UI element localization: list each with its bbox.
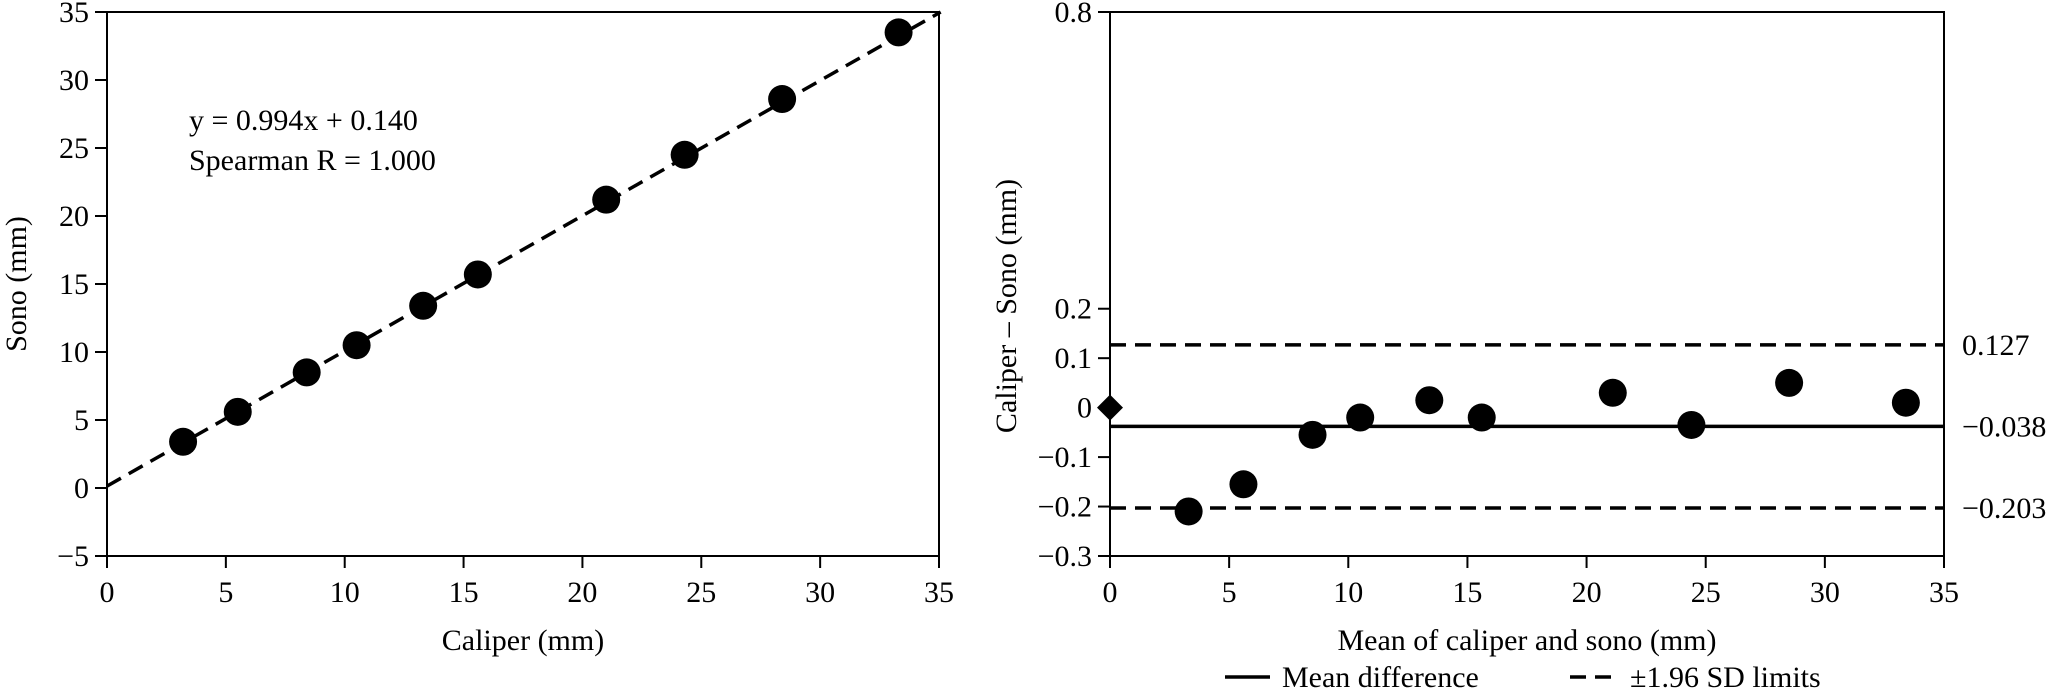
x-tick-label: 20: [1572, 576, 1602, 609]
data-point: [1346, 403, 1375, 432]
reference-lines: −0.038 0.127 −0.203: [1110, 329, 2046, 525]
x-tick-label: 25: [686, 576, 716, 609]
data-point: [409, 291, 438, 320]
right-y-ticks: −0.3 −0.2 −0.1 0 0.1 0.2 0.8: [1038, 0, 1110, 573]
y-tick-label: 30: [59, 64, 89, 97]
y-tick-label: 0.1: [1055, 342, 1093, 375]
x-tick-label: 5: [1222, 576, 1237, 609]
x-tick-label: 30: [1810, 576, 1840, 609]
data-point: [169, 427, 198, 456]
reference-line-label: −0.203: [1962, 492, 2046, 525]
y-tick-label: 0: [74, 472, 89, 505]
left-data-points: [169, 18, 913, 456]
x-tick-label: 35: [924, 576, 954, 609]
y-tick-label: −0.1: [1038, 441, 1092, 474]
x-tick-label: 35: [1929, 576, 1959, 609]
data-point: [884, 18, 913, 47]
x-tick-label: 20: [567, 576, 597, 609]
y-tick-label: 0.8: [1055, 0, 1093, 29]
data-point: [1229, 470, 1258, 499]
x-tick-label: 25: [1691, 576, 1721, 609]
data-point: [292, 358, 321, 387]
x-tick-label: 15: [1452, 576, 1482, 609]
spearman-annotation: Spearman R = 1.000: [189, 144, 436, 177]
right-plot-frame: [1109, 11, 1945, 557]
y-tick-label: −0.3: [1038, 540, 1092, 573]
left-y-ticks: −5 0 5 10 15 20 25 30 35: [57, 0, 107, 573]
y-tick-label: 0: [1077, 392, 1092, 425]
y-tick-label: 10: [59, 336, 89, 369]
y-tick-label: 5: [74, 404, 89, 437]
left-x-axis-title: Caliper (mm): [442, 624, 604, 657]
data-point: [1415, 386, 1444, 415]
legend: Mean difference ±1.96 SD limits: [1225, 661, 1821, 689]
data-point: [342, 331, 371, 360]
y-tick-label: 15: [59, 268, 89, 301]
reference-line-label: 0.127: [1962, 329, 2030, 362]
data-point: [223, 397, 252, 426]
x-tick-label: 0: [100, 576, 115, 609]
data-point: [1174, 497, 1203, 526]
left-y-axis-title: Sono (mm): [0, 216, 33, 352]
data-point: [1467, 403, 1496, 432]
x-tick-label: 10: [330, 576, 360, 609]
x-tick-label: 0: [1103, 576, 1118, 609]
y-tick-label: −0.2: [1038, 491, 1092, 524]
right-x-axis-title: Mean of caliper and sono (mm): [1337, 624, 1716, 657]
data-point: [1677, 410, 1706, 439]
legend-label-mean-difference: Mean difference: [1282, 661, 1479, 689]
data-point: [592, 185, 621, 214]
legend-label-sd-limits: ±1.96 SD limits: [1630, 661, 1821, 689]
x-tick-label: 30: [805, 576, 835, 609]
data-point: [1775, 368, 1804, 397]
data-point: [1598, 378, 1627, 407]
right-data-points: [1097, 368, 1920, 526]
right-x-ticks: 0 5 10 15 20 25 30 35: [1103, 556, 1959, 609]
right-y-axis-title: Caliper – Sono (mm): [990, 179, 1023, 433]
data-point: [1891, 388, 1920, 417]
y-tick-label: −5: [57, 540, 89, 573]
left-plot-frame: [106, 11, 940, 557]
y-tick-label: 25: [59, 132, 89, 165]
x-tick-label: 10: [1333, 576, 1363, 609]
scatter-chart-caliper-vs-sono: −5 0 5 10 15 20 25 30 35 0 5 10 15 20 25 30 35 y = 0.99…: [0, 0, 954, 657]
y-tick-label: 35: [59, 0, 89, 29]
x-tick-label: 15: [449, 576, 479, 609]
data-point: [670, 140, 699, 169]
data-point: [1298, 420, 1327, 449]
data-point: [463, 260, 492, 289]
regression-equation: y = 0.994x + 0.140: [189, 104, 418, 137]
left-x-ticks: 0 5 10 15 20 25 30 35: [100, 556, 954, 609]
data-point: [768, 85, 797, 114]
y-tick-label: 20: [59, 200, 89, 233]
x-tick-label: 5: [218, 576, 233, 609]
reference-line-label: −0.038: [1962, 410, 2046, 443]
y-tick-label: 0.2: [1055, 293, 1093, 326]
diamond-marker: [1097, 394, 1123, 421]
bland-altman-chart: −0.3 −0.2 −0.1 0 0.1 0.2 0.8 0 5 10 15 20 25 30 35 −0…: [990, 0, 2046, 689]
